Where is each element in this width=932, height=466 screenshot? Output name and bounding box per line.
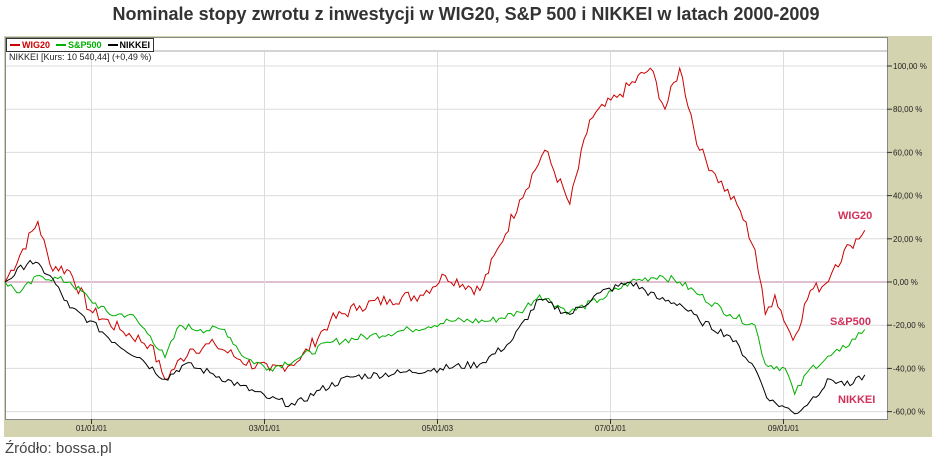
legend-label: NIKKEI <box>119 40 151 50</box>
legend-swatch <box>107 44 118 46</box>
series-line-sp500 <box>4 274 866 396</box>
series-label: WIG20 <box>838 210 872 222</box>
x-tick-label: 05/01/03 <box>422 424 454 433</box>
legend-swatch <box>56 44 67 46</box>
legend-item-sp500[interactable]: S&P500 <box>56 39 102 51</box>
x-tick-label: 01/01/01 <box>76 424 108 433</box>
series-label: NIKKEI <box>838 394 875 406</box>
y-tick-label: 100,00 % <box>893 62 927 71</box>
series-line-nikkei <box>4 259 866 415</box>
source-note: Źródło: bossa.pl <box>5 440 112 457</box>
chart-title: Nominale stopy zwrotu z inwestycji w WIG… <box>112 4 820 24</box>
legend-swatch <box>10 44 20 46</box>
y-tick-label: 80,00 % <box>893 105 922 114</box>
legend-label: WIG20 <box>22 40 51 50</box>
y-tick-label: 20,00 % <box>893 235 922 244</box>
x-tick-label: 03/01/01 <box>249 424 281 433</box>
y-tick-label: -20,00 % <box>893 321 925 330</box>
legend-item-wig20[interactable]: WIG20 <box>10 39 50 51</box>
y-tick-label: 60,00 % <box>893 148 922 157</box>
plot-area <box>5 37 888 420</box>
legend-label: S&P500 <box>68 40 102 50</box>
chart-svg: 100,00 % 80,00 % 60,00 % 40,00 % 20,00 % 0,00… <box>4 50 927 433</box>
x-tick-label: 07/01/01 <box>595 424 627 433</box>
x-tick-label: 09/01/01 <box>768 424 800 433</box>
y-tick-label: 40,00 % <box>893 192 922 201</box>
series-line-wig20 <box>4 66 866 380</box>
y-tick-label: -40,00 % <box>893 364 925 373</box>
series-label: S&P500 <box>830 316 871 328</box>
legend-item-nikkei[interactable]: NIKKEI <box>107 39 151 51</box>
legend: WIG20 S&P500 NIKKEI <box>6 38 155 52</box>
y-tick-label: -60,00 % <box>893 408 925 417</box>
quote-info: NIKKEI [Kurs: 10 540,44] (+0,49 %) <box>9 52 152 62</box>
y-tick-label: 0,00 % <box>893 278 918 287</box>
